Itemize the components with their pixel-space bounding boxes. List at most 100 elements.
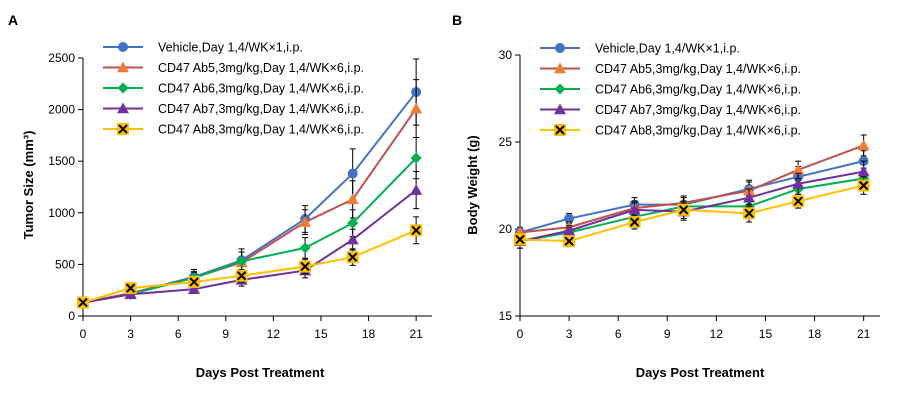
panel-a-legend-marker (118, 42, 128, 52)
panel-a-x-tick-label: 0 (80, 327, 87, 341)
panel-b-body-weight-chart: B Body Weight (g) Days Post Treatment 0 3… (452, 12, 880, 380)
panel-a-data-point-cross (236, 271, 247, 281)
panel-b-data-point (857, 179, 870, 192)
panel-b-data-point (628, 203, 641, 215)
panel-a-data-point-cross (125, 283, 136, 293)
panel-a-legend-label: CD47 Ab5,3mg/kg,Day 1,4/WK×6,i.p. (158, 61, 364, 75)
panel-b-data-point-cross (858, 180, 869, 191)
panel-b-x-tick-label: 21 (857, 327, 871, 341)
panel-b-x-tick-label: 18 (808, 327, 822, 341)
panel-b-data-point (563, 224, 576, 236)
panel-a-data-point (347, 168, 358, 179)
panel-a-data-point (299, 260, 312, 273)
panel-a-data-point-cross (300, 261, 310, 272)
panel-b-y-axis-title: Body Weight (g) (465, 135, 480, 234)
panel-b-data-point (564, 213, 575, 224)
panel-b-legend-label: CD47 Ab5,3mg/kg,Day 1,4/WK×6,i.p. (595, 62, 801, 76)
panel-b-data-point (857, 139, 870, 151)
panel-a-legend-label: CD47 Ab8,3mg/kg,Day 1,4/WK×6,i.p. (158, 123, 364, 137)
panel-b-data-point (563, 235, 576, 248)
panel-a-y-tick-label: 1000 (48, 206, 75, 220)
panel-b-label: B (452, 12, 462, 28)
panel-a-x-tick-label: 3 (127, 327, 134, 341)
panel-b-y-tick-label: 15 (499, 309, 513, 323)
panel-a-legend-marker (117, 61, 129, 73)
panel-a-legend-label: Vehicle,Day 1,4/WK×1,i.p. (158, 41, 303, 55)
panel-a-data-point (346, 233, 359, 245)
panel-b-data-point (743, 207, 756, 220)
panel-b-x-tick-label: 9 (664, 327, 671, 341)
panel-a-x-tick-label: 18 (362, 327, 376, 341)
panel-b-data-point-cross (629, 217, 640, 227)
panel-b-data-point-cross (678, 205, 689, 215)
panel-a-series-5 (77, 216, 423, 309)
panel-a-data-point-cross (78, 297, 88, 308)
panel-a-legend-marker (117, 102, 129, 114)
panel-b-data-point (792, 177, 805, 189)
panel-b-y-tick-label: 30 (499, 48, 513, 62)
panel-a-data-point (235, 269, 248, 282)
panel-b-series-5 (514, 176, 870, 248)
panel-b-y-tick-label: 25 (499, 135, 513, 149)
panel-a-data-point-cross (189, 277, 199, 287)
panel-a-tumor-size-chart: A Tumor Size (mm³) Days Post Treatment 0… (8, 12, 432, 380)
panel-b-legend-label: CD47 Ab7,3mg/kg,Day 1,4/WK×6,i.p. (595, 103, 801, 117)
panel-b-x-axis-title: Days Post Treatment (636, 365, 765, 380)
panel-b-legend-marker (554, 62, 566, 74)
panel-a-data-point (188, 283, 201, 294)
panel-b-legend-marker (555, 43, 565, 53)
panel-a-x-axis-title: Days Post Treatment (196, 365, 325, 380)
panel-b-series-4 (514, 160, 870, 249)
panel-b-data-point (677, 203, 690, 216)
panel-b-legend-marker-cross (555, 125, 565, 135)
panel-a-legend-marker-cross (118, 124, 128, 134)
panel-a-data-point (124, 282, 137, 295)
panel-a-x-tick-label: 21 (409, 327, 423, 341)
panel-b-legend: Vehicle,Day 1,4/WK×1,i.p. CD47 Ab5,3mg/kg… (540, 42, 801, 138)
panel-a-y-tick-label: 2000 (48, 103, 75, 117)
panel-a-x-tick-label: 12 (267, 327, 281, 341)
panel-a-data-point (236, 255, 248, 267)
panel-b-data-point-cross (744, 208, 754, 219)
panel-a-legend-label: CD47 Ab7,3mg/kg,Day 1,4/WK×6,i.p. (158, 102, 364, 116)
panel-a-x-tick-label: 9 (222, 327, 229, 341)
panel-a-y-axis-title: Tumor Size (mm³) (21, 131, 36, 240)
panel-b-x-tick-label: 12 (710, 327, 724, 341)
panel-a-legend-label: CD47 Ab6,3mg/kg,Day 1,4/WK×6,i.p. (158, 82, 364, 96)
panel-b-data-point-cross (515, 234, 525, 245)
panel-b-data-point (857, 165, 870, 177)
panel-b-legend-label: CD47 Ab8,3mg/kg,Day 1,4/WK×6,i.p. (595, 124, 801, 138)
panel-b-legend-marker (554, 83, 566, 95)
panel-a-data-point (410, 224, 423, 237)
panel-a-data-point-cross (347, 252, 358, 262)
panel-a-data-point (410, 184, 423, 195)
panel-a-data-point-cross (411, 225, 421, 236)
panel-a-data-point (346, 251, 359, 264)
panel-a-data-point (77, 296, 89, 309)
panel-a-x-tick-label: 15 (314, 327, 328, 341)
panel-a-data-point (410, 102, 423, 114)
panel-b-x-tick-label: 6 (615, 327, 622, 341)
panel-a-data-point (299, 242, 311, 254)
panel-a-legend-marker (117, 123, 129, 135)
panel-b-data-point (743, 191, 756, 203)
panel-b-x-tick-label: 15 (759, 327, 773, 341)
panel-a-y-tick-label: 2500 (48, 51, 75, 65)
panel-b-data-point-cross (564, 236, 574, 246)
panel-b-data-point (628, 216, 641, 229)
panel-b-x-tick-label: 0 (517, 327, 524, 341)
panel-a-legend-marker (117, 82, 129, 94)
panel-b-legend-marker (554, 103, 566, 115)
panel-b-legend-label: Vehicle,Day 1,4/WK×1,i.p. (595, 42, 740, 56)
panel-b-data-point-cross (793, 196, 803, 206)
panel-a-data-point (410, 152, 422, 164)
panel-a-data-point (347, 217, 359, 229)
panel-a-data-point (346, 193, 359, 205)
panel-a-x-tick-label: 6 (175, 327, 182, 341)
panel-b-data-point (792, 163, 805, 175)
panel-b-legend-marker (554, 124, 566, 136)
panel-a-label: A (8, 12, 18, 28)
panel-a-legend: Vehicle,Day 1,4/WK×1,i.p. CD47 Ab5,3mg/kg… (103, 41, 364, 137)
panel-b-data-point (514, 233, 526, 246)
